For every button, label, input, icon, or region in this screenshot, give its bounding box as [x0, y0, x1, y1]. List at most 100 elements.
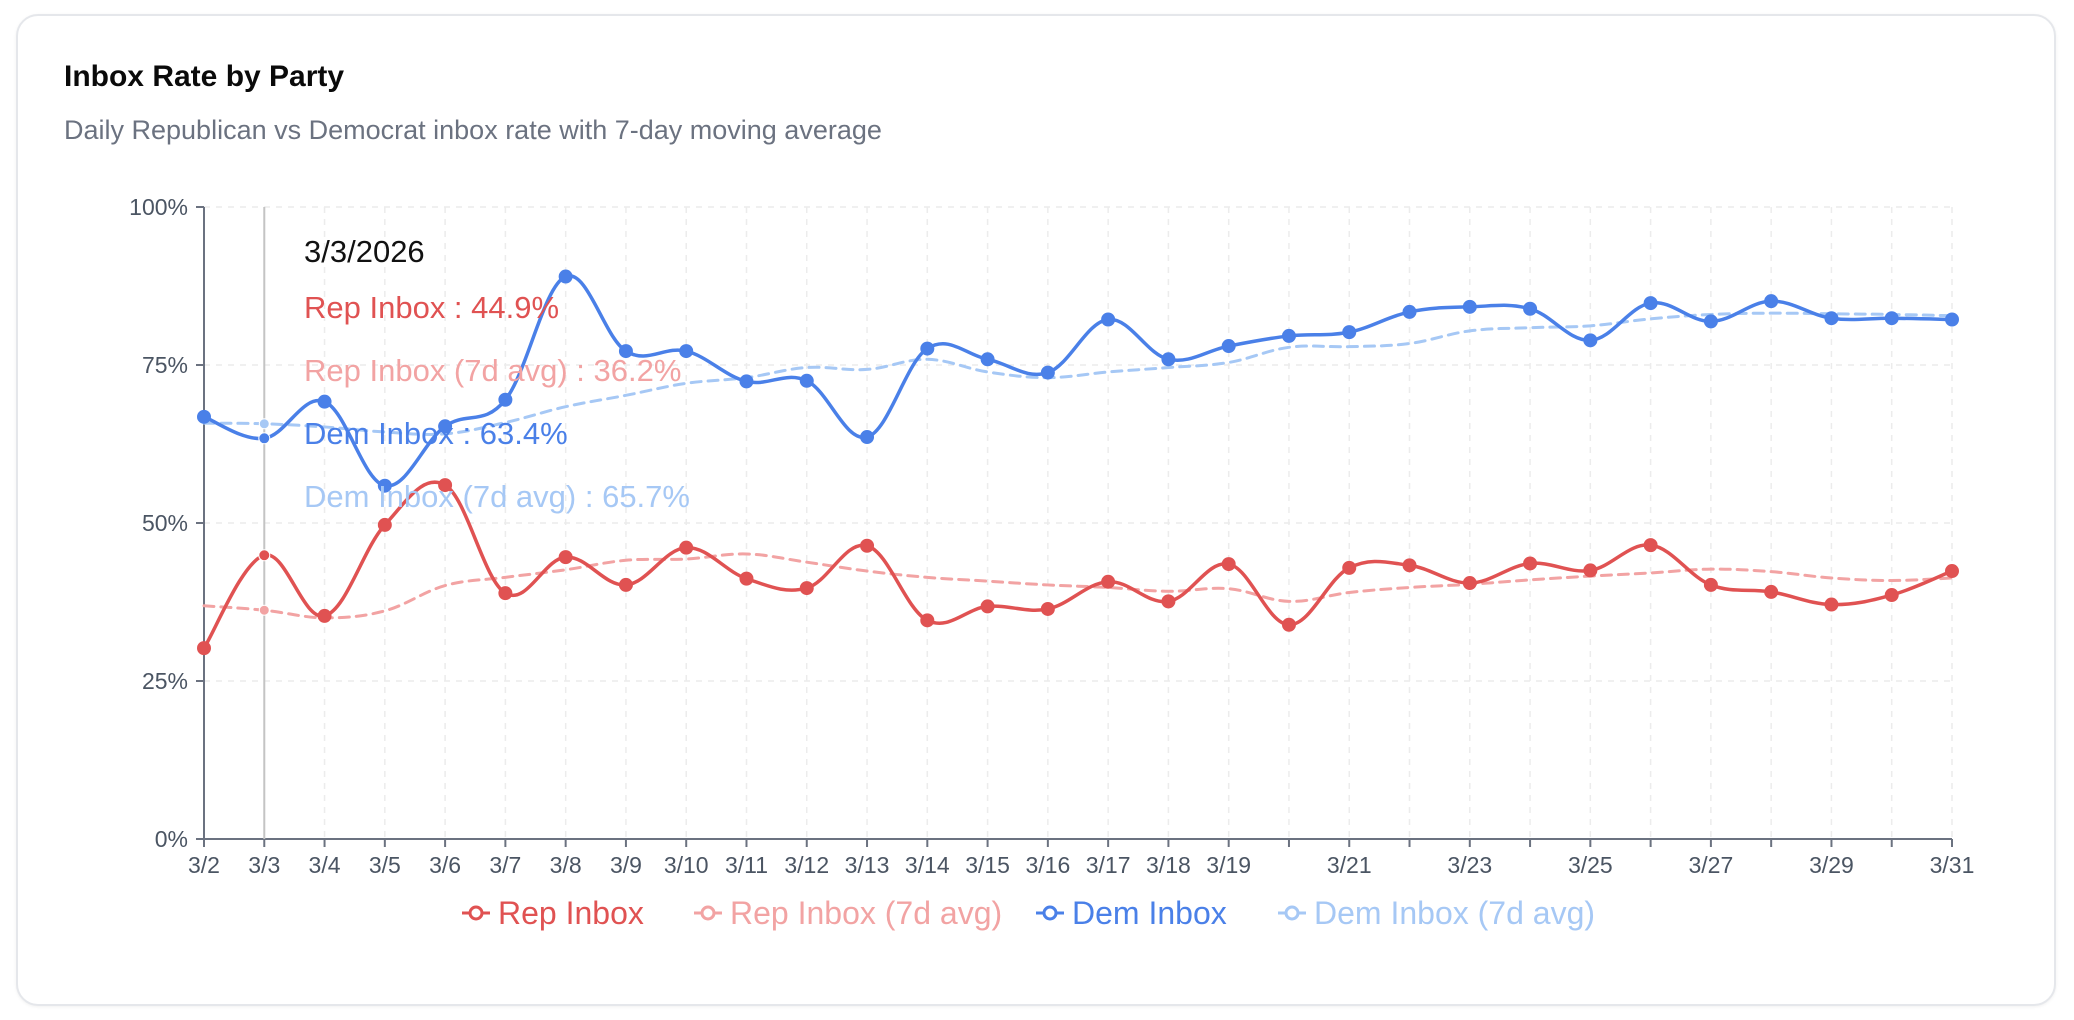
tooltip-date: 3/3/2026 — [304, 234, 425, 269]
data-point-rep[interactable] — [1281, 617, 1296, 632]
data-point-rep[interactable] — [1703, 577, 1718, 592]
active-dot-dem_avg — [258, 418, 270, 430]
x-tick-label: 3/17 — [1086, 852, 1131, 878]
x-tick-label: 3/25 — [1568, 852, 1613, 878]
data-point-rep[interactable] — [1342, 560, 1357, 575]
data-point-rep[interactable] — [438, 478, 453, 493]
data-point-rep[interactable] — [1824, 597, 1839, 612]
data-point-rep[interactable] — [1040, 601, 1055, 616]
data-point-rep[interactable] — [558, 550, 573, 565]
data-point-dem[interactable] — [1281, 328, 1296, 343]
legend-item-dem[interactable]: Dem Inbox — [1072, 895, 1227, 931]
chart-title: Inbox Rate by Party — [64, 60, 345, 93]
data-point-rep[interactable] — [317, 608, 332, 623]
data-point-dem[interactable] — [1824, 311, 1839, 326]
data-point-dem[interactable] — [1703, 314, 1718, 329]
legend-item-rep_avg[interactable]: Rep Inbox (7d avg) — [730, 895, 1002, 931]
data-point-rep[interactable] — [1945, 564, 1959, 579]
data-point-dem[interactable] — [1342, 325, 1357, 340]
data-point-dem[interactable] — [618, 344, 633, 359]
data-point-dem[interactable] — [1643, 296, 1658, 311]
data-point-dem[interactable] — [498, 392, 513, 407]
chart-card — [16, 14, 2056, 1006]
legend-marker-dem — [1042, 905, 1058, 921]
data-point-dem[interactable] — [1221, 339, 1236, 354]
data-point-rep[interactable] — [197, 641, 211, 656]
data-point-rep[interactable] — [1462, 576, 1477, 591]
data-point-rep[interactable] — [1221, 557, 1236, 572]
data-point-rep[interactable] — [1101, 574, 1116, 589]
data-point-dem[interactable] — [1402, 304, 1417, 319]
data-point-dem[interactable] — [920, 341, 935, 356]
data-point-rep[interactable] — [1643, 538, 1658, 553]
legend-item-rep[interactable]: Rep Inbox — [498, 895, 644, 931]
data-point-dem[interactable] — [1884, 311, 1899, 326]
series-line-dem — [202, 274, 1954, 488]
y-tick-label: 75% — [142, 352, 188, 378]
legend-marker-rep — [468, 905, 484, 921]
chart-subtitle: Daily Republican vs Democrat inbox rate … — [64, 115, 882, 145]
data-point-rep[interactable] — [739, 571, 754, 586]
data-point-dem[interactable] — [1101, 312, 1116, 327]
data-point-dem[interactable] — [317, 394, 332, 409]
x-tick-label: 3/5 — [369, 852, 401, 878]
data-point-rep[interactable] — [920, 613, 935, 628]
data-point-dem[interactable] — [860, 430, 875, 445]
data-point-dem[interactable] — [1764, 294, 1779, 309]
x-tick-label: 3/6 — [429, 852, 461, 878]
data-point-dem[interactable] — [197, 409, 211, 424]
data-point-dem[interactable] — [739, 374, 754, 389]
data-point-rep[interactable] — [498, 586, 513, 601]
data-point-dem[interactable] — [1161, 352, 1176, 367]
data-point-rep[interactable] — [618, 577, 633, 592]
y-tick-label: 0% — [155, 826, 188, 852]
x-tick-label: 3/16 — [1025, 852, 1070, 878]
data-point-rep[interactable] — [1402, 558, 1417, 573]
data-point-rep[interactable] — [1583, 563, 1598, 578]
data-point-dem[interactable] — [1945, 312, 1959, 327]
data-point-rep[interactable] — [860, 538, 875, 553]
x-tick-label: 3/8 — [550, 852, 582, 878]
data-point-rep[interactable] — [1161, 594, 1176, 609]
x-tick-label: 3/14 — [905, 852, 950, 878]
data-point-dem[interactable] — [558, 269, 573, 284]
data-point-rep[interactable] — [1764, 584, 1779, 599]
data-point-rep[interactable] — [1523, 556, 1538, 571]
legend-item-dem_avg[interactable]: Dem Inbox (7d avg) — [1314, 895, 1595, 931]
data-point-dem[interactable] — [679, 344, 694, 359]
x-tick-label: 3/12 — [784, 852, 829, 878]
x-tick-label: 3/31 — [1930, 852, 1975, 878]
data-point-rep[interactable] — [377, 517, 392, 532]
x-tick-label: 3/27 — [1689, 852, 1734, 878]
x-tick-label: 3/19 — [1206, 852, 1251, 878]
tooltip-row-dem_avg: Dem Inbox (7d avg) : 65.7% — [304, 479, 690, 514]
data-point-dem[interactable] — [1040, 365, 1055, 380]
data-point-dem[interactable] — [1583, 333, 1598, 348]
tooltip-row-rep_avg: Rep Inbox (7d avg) : 36.2% — [304, 353, 681, 388]
x-tick-label: 3/29 — [1809, 852, 1854, 878]
series-line-dem_avg — [202, 311, 1954, 436]
data-point-dem[interactable] — [1462, 299, 1477, 314]
data-point-rep[interactable] — [980, 599, 995, 614]
data-point-rep[interactable] — [679, 540, 694, 555]
x-tick-label: 3/4 — [309, 852, 341, 878]
x-tick-label: 3/13 — [845, 852, 890, 878]
data-point-dem[interactable] — [1523, 301, 1538, 316]
x-tick-label: 3/9 — [610, 852, 642, 878]
active-dot-rep_avg — [258, 604, 270, 616]
active-dot-rep — [258, 549, 271, 562]
y-tick-label: 100% — [129, 194, 188, 220]
data-point-dem[interactable] — [980, 352, 995, 367]
y-tick-label: 50% — [142, 510, 188, 536]
data-point-dem[interactable] — [799, 373, 814, 388]
data-point-rep[interactable] — [1884, 588, 1899, 603]
active-dot-dem — [258, 432, 271, 445]
tooltip-row-rep: Rep Inbox : 44.9% — [304, 290, 559, 325]
data-point-dem[interactable] — [377, 478, 392, 493]
data-point-rep[interactable] — [799, 581, 814, 596]
data-point-dem[interactable] — [438, 419, 453, 434]
x-tick-label: 3/11 — [725, 852, 768, 878]
x-tick-label: 3/10 — [664, 852, 709, 878]
x-tick-label: 3/18 — [1146, 852, 1191, 878]
